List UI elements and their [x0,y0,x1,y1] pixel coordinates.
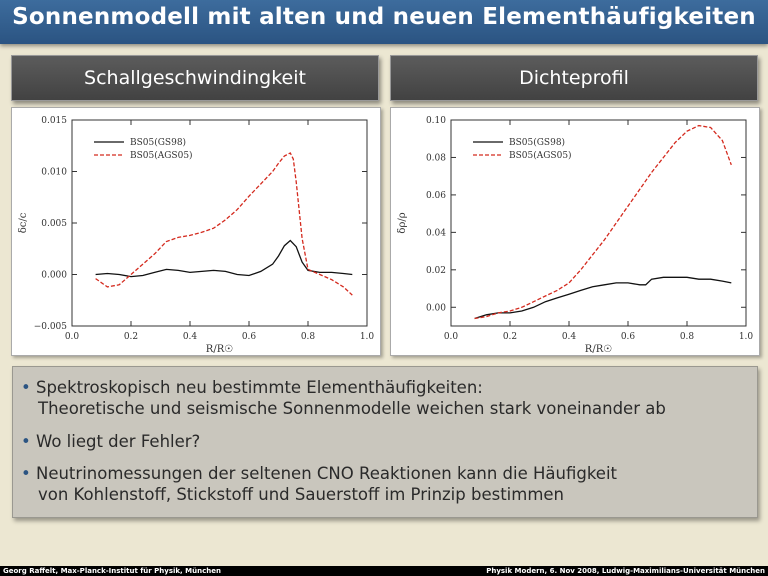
title-bar: Sonnenmodell mit alten und neuen Element… [0,0,768,44]
x-tick-label: 1.0 [739,332,754,342]
bullet-text-continuation: Theoretische und seismische Sonnenmodell… [38,399,666,418]
plot-frame [450,119,747,327]
legend-label: BS05(GS98) [509,137,565,148]
legend-label: BS05(AGS05) [130,150,193,161]
bullet-box: • Spektroskopisch neu bestimmte Elementh… [12,366,758,518]
bullet-item: • Spektroskopisch neu bestimmte Elementh… [21,377,666,419]
density-chart: 0.0 0.2 0.4 0.6 0.8 1.0 0.10 0.08 0.06 0.04 0.02 0.… [397,116,754,355]
y-tick-label: −0.005 [34,322,68,332]
x-tick-label: 0.2 [124,332,138,342]
slide-title: Sonnenmodell mit alten und neuen Element… [12,4,756,30]
y-axis-label: δc/c [18,212,29,233]
series-line-ags05 [95,152,353,296]
y-axis-label: δρ/ρ [397,212,408,233]
bullet-text: Spektroskopisch neu bestimmte Elementhäu… [35,378,483,397]
y-tick-label: 0.015 [41,116,67,126]
x-axis-label: R/R☉ [585,344,612,355]
x-tick-label: 0.8 [680,332,695,342]
bullet-text-continuation: von Kohlenstoff, Stickstoff und Sauersto… [38,485,565,504]
x-tick-label: 0.4 [183,332,198,342]
footer-author: Georg Raffelt, Max-Planck-Institut für P… [3,567,221,575]
density-chart-panel: 0.0 0.2 0.4 0.6 0.8 1.0 0.10 0.08 0.06 0.04 0.02 0.… [390,107,760,356]
x-tick-label: 0.0 [444,332,459,342]
y-tick-label: 0.08 [426,153,446,163]
legend-label: BS05(GS98) [130,137,186,148]
x-tick-label: 0.4 [562,332,577,342]
bullet-item: • Wo liegt der Fehler? [21,431,200,452]
series-line-gs98 [95,239,353,278]
bullet-dot: • [21,464,31,483]
x-axis-label: R/R☉ [206,344,233,355]
series-line-gs98 [474,276,732,320]
y-tick-label: 0.04 [426,228,446,238]
x-tick-label: 0.0 [65,332,80,342]
bullet-text: Neutrinomessungen der seltenen CNO Reakt… [35,464,618,483]
x-tick-label: 0.2 [503,332,517,342]
x-tick-label: 0.8 [301,332,316,342]
bullet-dot: • [21,432,31,451]
bullet-dot: • [21,378,31,397]
series-line-ags05 [474,124,732,320]
x-tick-label: 1.0 [360,332,375,342]
bullet-item: • Neutrinomessungen der seltenen CNO Rea… [21,463,617,505]
bullet-text: Wo liegt der Fehler? [35,432,201,451]
y-tick-label: 0.10 [426,116,446,126]
y-tick-label: 0.005 [41,219,67,229]
footer-event: Physik Modern, 6. Nov 2008, Ludwig-Maxim… [486,567,765,575]
y-tick-label: 0.02 [426,266,446,276]
footer-bar: Georg Raffelt, Max-Planck-Institut für P… [0,566,768,576]
sound-speed-chart: 0.0 0.2 0.4 0.6 0.8 1.0 0.015 0.010 0.005 0.000 −0… [18,116,375,355]
header-density-profile: Dichteprofil [390,55,758,101]
header-sound-speed: Schallgeschwindingkeit [11,55,379,101]
plot-frame [71,119,368,327]
x-tick-label: 0.6 [242,332,257,342]
x-tick-label: 0.6 [621,332,636,342]
legend-label: BS05(AGS05) [509,150,572,161]
y-tick-label: 0.06 [426,191,446,201]
y-tick-label: 0.000 [41,271,67,281]
y-tick-label: 0.00 [426,303,446,313]
sound-speed-chart-panel: 0.0 0.2 0.4 0.6 0.8 1.0 0.015 0.010 0.005 0.000 −0… [11,107,381,356]
y-tick-label: 0.010 [41,168,67,178]
